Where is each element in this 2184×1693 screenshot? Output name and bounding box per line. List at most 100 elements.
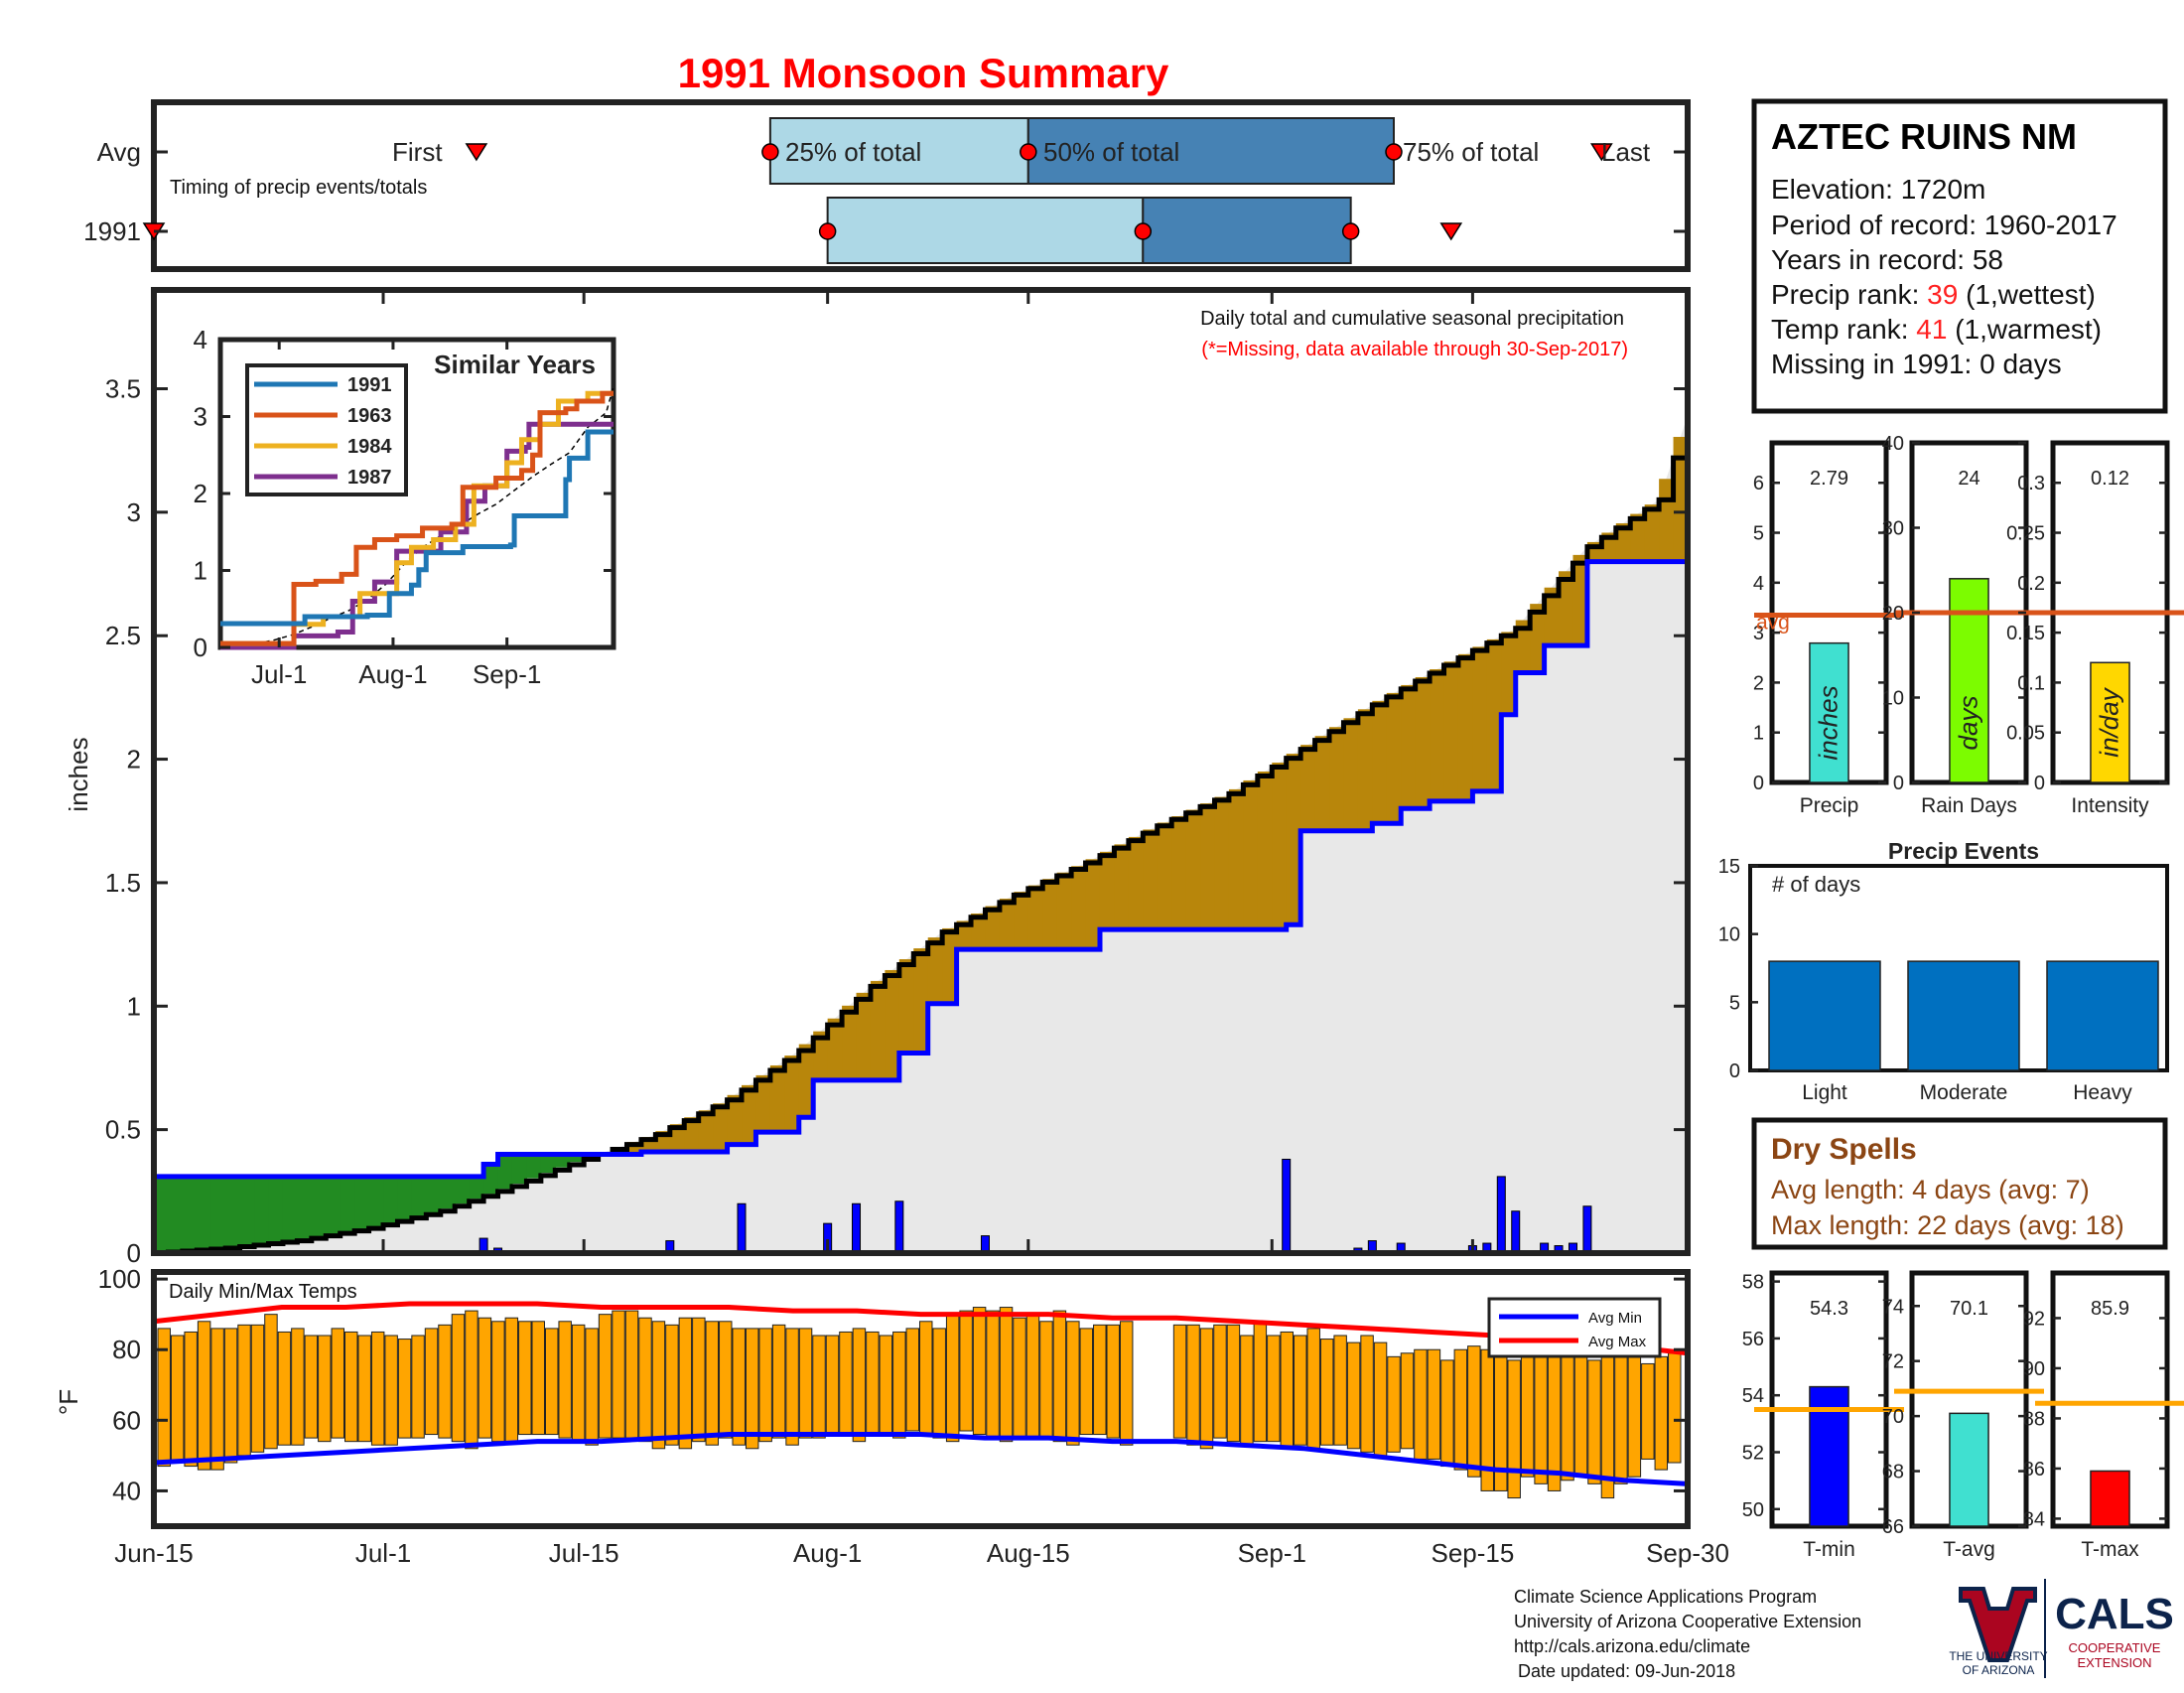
- precip-stat-unit: inches: [1814, 685, 1843, 760]
- precip-stat-tick-label: 0: [1753, 773, 1764, 794]
- events-y-tick-label: 10: [1718, 924, 1740, 946]
- dry-avg-length: Avg length: 4 days (avg: 7): [1771, 1175, 2090, 1204]
- below-average-area: [1027, 885, 1043, 950]
- daily-temp-bar: [665, 1324, 679, 1446]
- daily-temp-bar: [544, 1328, 559, 1436]
- temp-rank-suffix: (1,warmest): [1947, 314, 2102, 345]
- temp-y-tick-label: 80: [112, 1335, 141, 1364]
- below-average-area: [870, 980, 887, 1080]
- avg-quantile-marker: [1385, 143, 1403, 161]
- below-average-area: [898, 959, 914, 1054]
- tavg-stat-bar: [1949, 1412, 1989, 1527]
- inset-legend-label: 1991: [347, 374, 392, 396]
- daily-temp-bar: [1360, 1335, 1374, 1453]
- temp-legend-box: [1487, 1297, 1662, 1358]
- cals-wordmark: CALS: [2055, 1590, 2174, 1638]
- daily-temp-bar: [184, 1331, 198, 1468]
- above-average-area: [526, 1154, 542, 1179]
- daily-temp-bar: [277, 1331, 292, 1446]
- cals-line-2: COOPERATIVE: [2069, 1640, 2161, 1655]
- station-elevation: Elevation: 1720m: [1771, 174, 1985, 205]
- events-y-tick-label: 15: [1718, 856, 1740, 878]
- precip-plot: Daily total and cumulative seasonal prec…: [64, 287, 1691, 1526]
- below-average-area: [1530, 604, 1546, 673]
- tmin-stat-tick-label: 52: [1742, 1443, 1764, 1465]
- events-x-label: Light: [1802, 1081, 1847, 1104]
- daily-temp-bar: [1373, 1341, 1388, 1457]
- below-average-area: [1443, 661, 1459, 801]
- intensity-stat-tick-label: 0: [2034, 773, 2045, 794]
- below-average-area: [727, 1094, 743, 1145]
- daily-temp-bar: [491, 1321, 505, 1443]
- below-average-area: [1515, 620, 1531, 673]
- below-average-area: [1257, 772, 1273, 930]
- tmin-stat-value: 54.3: [1810, 1298, 1848, 1320]
- tavg-stat-label: T-avg: [1943, 1538, 1995, 1561]
- events-y-tick-label: 5: [1729, 992, 1740, 1014]
- daily-temp-bar: [424, 1328, 439, 1436]
- precip-y-tick-label: 1: [127, 991, 141, 1021]
- daily-temp-bar: [438, 1324, 452, 1439]
- below-average-area: [1143, 829, 1159, 930]
- precip-plot-frame: [151, 287, 1691, 1256]
- dry-title: Dry Spells: [1771, 1133, 1917, 1166]
- daily-temp-bar: [1400, 1352, 1415, 1450]
- daily-temp-bar: [357, 1335, 371, 1443]
- daily-temp-bar: [932, 1328, 946, 1439]
- daily-temp-bar: [250, 1324, 265, 1453]
- above-average-area: [569, 1154, 585, 1163]
- above-average-area: [497, 1154, 513, 1190]
- daily-temp-bar: [331, 1328, 345, 1439]
- events-bar-heavy: [2046, 960, 2159, 1071]
- daily-temp-bar: [1240, 1335, 1254, 1446]
- below-average-area: [856, 992, 872, 1080]
- above-average-area: [197, 1176, 212, 1250]
- daily-temp-bar: [1213, 1324, 1227, 1439]
- below-average-area: [1214, 796, 1230, 930]
- timing-caption: Timing of precip events/totals: [170, 177, 427, 199]
- university-of-arizona-logo: THE UNIVERSITY OF ARIZONA: [1949, 1587, 2048, 1677]
- below-average-area: [1472, 646, 1488, 791]
- dry-max-length: Max length: 22 days (avg: 18): [1771, 1210, 2124, 1240]
- daily-temp-bar: [825, 1335, 840, 1436]
- daily-temp-bar: [304, 1335, 319, 1439]
- y1991-quantile-marker: [818, 222, 837, 240]
- daily-temp-bar: [1480, 1348, 1494, 1491]
- below-average-area: [956, 920, 972, 950]
- intensity-stat-tick-label: 0.15: [2006, 623, 2045, 644]
- precip-y-tick-label: 3: [127, 497, 141, 527]
- date-axis-label: Jun-15: [114, 1538, 194, 1568]
- daily-temp-bar: [1627, 1355, 1642, 1478]
- daily-precip-bar: [852, 1202, 862, 1254]
- tmax-stat-tick-label: 88: [2023, 1408, 2045, 1430]
- ua-line-1: THE UNIVERSITY: [1949, 1649, 2047, 1663]
- daily-temp-bar: [678, 1317, 693, 1450]
- above-average-area: [426, 1176, 442, 1213]
- above-average-area: [168, 1176, 184, 1252]
- events-y-tick-label: 0: [1729, 1060, 1740, 1082]
- date-axis-label: Aug-15: [987, 1538, 1070, 1568]
- daily-temp-bar: [945, 1314, 960, 1443]
- date-axis-labels: Jun-15 Jul-1 Jul-15 Aug-1 Aug-15 Sep-1 Sep-15 S…: [114, 1538, 1729, 1568]
- daily-temp-bar: [1226, 1324, 1241, 1443]
- dry-frame: [1751, 1117, 2168, 1250]
- precip-stat-bar: [1809, 641, 1849, 783]
- below-average-area: [1228, 788, 1244, 930]
- above-average-area: [397, 1176, 413, 1220]
- tavg-stat-tick-label: 68: [1882, 1462, 1904, 1483]
- precip-stat-avg-label: avg: [1756, 612, 1790, 635]
- inset-y-tick-label: 4: [194, 325, 207, 354]
- temp-stats-charts: 50 52 54 56 58 54.3 T-min 66 68 70 72 74 70.1 T-avg 84…: [1742, 1270, 2184, 1561]
- dry-spells-box: Dry Spells Avg length: 4 days (avg: 7) M…: [1751, 1117, 2168, 1250]
- daily-temp-bar: [411, 1335, 425, 1439]
- daily-temp-bar: [1641, 1362, 1655, 1460]
- daily-temp-bar: [798, 1328, 813, 1439]
- below-average-area: [999, 899, 1015, 950]
- daily-temp-bar: [999, 1307, 1014, 1443]
- daily-temp-bar: [1547, 1348, 1562, 1491]
- below-average-area: [1430, 669, 1445, 801]
- daily-temp-bar: [1066, 1321, 1080, 1446]
- daily-temp-bar: [1106, 1324, 1120, 1439]
- precip-stat-tick-label: 3: [1753, 623, 1764, 644]
